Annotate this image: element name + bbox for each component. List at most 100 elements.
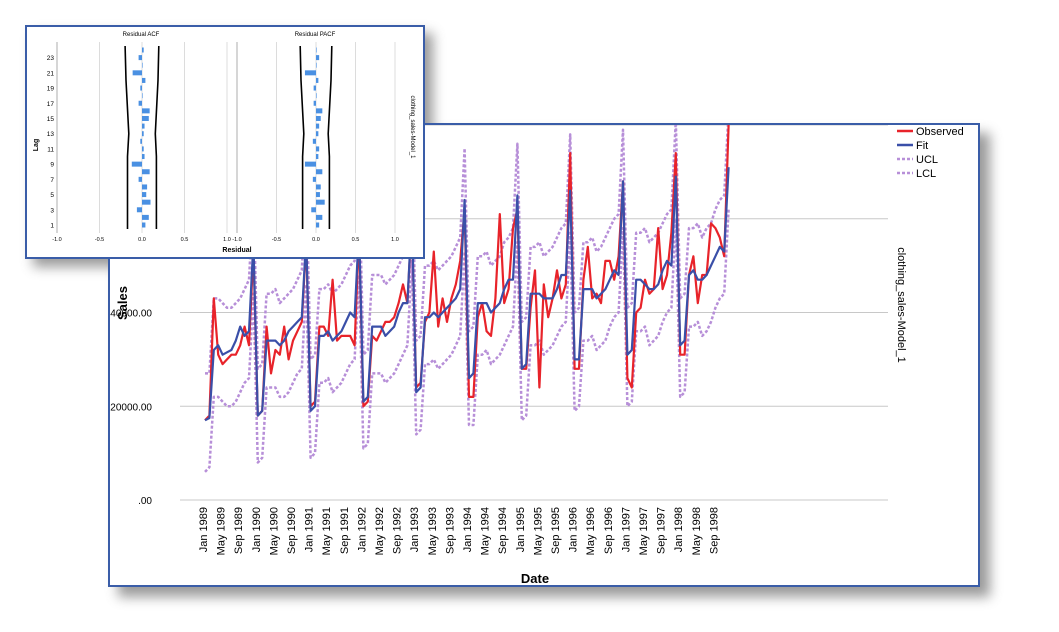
pacf-x-tick-label: -0.5 — [272, 237, 281, 243]
pacf-bar — [312, 176, 316, 182]
lag-tick-label: 3 — [50, 207, 54, 214]
x-tick-label: May 1993 — [427, 507, 439, 555]
x-tick-label: Sep 1989 — [233, 507, 245, 554]
x-tick-label: Jan 1993 — [409, 507, 421, 552]
x-tick-label: May 1998 — [691, 507, 703, 555]
acf-bar — [142, 123, 145, 129]
pacf-bar — [316, 169, 323, 175]
x-tick-label: Sep 1998 — [708, 507, 720, 554]
x-tick-label: May 1990 — [268, 507, 280, 555]
pacf-bar — [312, 138, 316, 144]
pacf-bar — [316, 55, 320, 61]
lag-tick-label: 11 — [47, 146, 54, 153]
acf-bar — [142, 108, 150, 114]
y-axis-title: Sales — [115, 286, 130, 320]
pacf-bar — [316, 222, 320, 228]
acf-bar — [140, 85, 142, 91]
x-tick-label: Jan 1997 — [620, 507, 632, 552]
pacf-bar — [311, 207, 316, 213]
legend: Observed Fit UCL LCL — [897, 126, 964, 180]
lag-tick-label: 19 — [47, 86, 55, 93]
x-tick-label: Sep 1990 — [286, 507, 298, 554]
acf-bar — [142, 154, 145, 160]
x-tick-label: May 1996 — [585, 507, 597, 555]
x-tick-label: Jan 1990 — [251, 507, 263, 552]
pacf-bar — [316, 184, 321, 190]
acf-x-tick-label: -1.0 — [52, 237, 61, 243]
pacf-bar — [313, 85, 316, 91]
x-tick-label: Sep 1995 — [550, 507, 562, 554]
x-tick-label: May 1997 — [638, 507, 650, 555]
x-tick-label: Sep 1992 — [392, 507, 404, 554]
lag-tick-label: 23 — [47, 55, 55, 62]
x-tick-label: May 1989 — [216, 507, 228, 555]
pacf-bar — [316, 146, 320, 152]
pacf-x-tick-label: -1.0 — [232, 237, 241, 243]
x-axis-title: Date — [521, 571, 549, 585]
acf-bar — [142, 184, 148, 190]
model-label: clothing_sales-Model_1 — [895, 247, 907, 363]
acf-bar — [142, 131, 144, 137]
acf-bar — [138, 176, 142, 182]
legend-label-fit: Fit — [916, 140, 928, 152]
lag-tick-label: 17 — [47, 101, 55, 108]
pacf-bar — [316, 47, 317, 53]
pacf-bar — [316, 154, 319, 160]
pacf-bar — [304, 161, 316, 167]
x-tick-label: Jan 1996 — [568, 507, 580, 552]
pacf-bar — [304, 70, 316, 76]
pacf-bar — [316, 77, 319, 83]
residual-chart-canvas: Residual ACF Residual PACF Lag Residual … — [33, 32, 415, 254]
acf-bar — [142, 169, 150, 175]
x-tick-label: Jan 1995 — [515, 507, 527, 552]
x-tick-label: Jan 1992 — [356, 507, 368, 552]
x-tick-label: Jan 1998 — [673, 507, 685, 552]
acf-bar — [142, 77, 146, 83]
pacf-x-tick-label: 0.5 — [352, 237, 360, 243]
acf-bar — [138, 55, 142, 61]
acf-bar — [136, 207, 142, 213]
lag-tick-label: 1 — [50, 223, 54, 230]
acf-bar — [132, 70, 142, 76]
x-tick-label: Sep 1991 — [339, 507, 351, 554]
acf-bar — [142, 146, 144, 152]
acf-bar — [138, 100, 142, 106]
x-tick-label: Jan 1991 — [304, 507, 316, 552]
residual-axis-title: Residual — [222, 247, 251, 254]
y-tick-label: 40000.00 — [110, 309, 152, 320]
pacf-bar — [316, 192, 320, 198]
pacf-bar — [316, 199, 325, 205]
acf-bar — [142, 222, 146, 228]
y-tick-label: .00 — [138, 496, 152, 507]
acf-confidence-limit — [124, 45, 130, 229]
pacf-bar — [316, 62, 317, 68]
lag-tick-label: 7 — [50, 177, 54, 184]
acf-bar — [142, 47, 144, 53]
acf-x-tick-label: -0.5 — [95, 237, 104, 243]
pacf-title: Residual PACF — [295, 32, 336, 38]
residual-acf-pacf-chart: Residual ACF Residual PACF Lag Residual … — [25, 25, 425, 259]
acf-bar — [142, 192, 147, 198]
x-tick-label: May 1995 — [532, 507, 544, 555]
legend-label-ucl: UCL — [916, 154, 938, 166]
lag-axis-title: Lag — [33, 139, 40, 151]
acf-model-label: clothing_sales-Model_1 — [409, 95, 415, 159]
lag-tick-label: 21 — [47, 70, 55, 77]
acf-bar — [142, 115, 149, 121]
x-tick-label: Sep 1997 — [656, 507, 668, 554]
x-tick-label: Jan 1989 — [198, 507, 210, 552]
pacf-bar — [316, 131, 319, 137]
pacf-bar — [313, 100, 316, 106]
x-tick-label: Sep 1996 — [603, 507, 615, 554]
pacf-x-tick-label: 1.0 — [391, 237, 399, 243]
series-line-fit — [204, 167, 730, 422]
x-tick-label: May 1991 — [321, 507, 333, 555]
y-tick-label: 20000.00 — [110, 402, 152, 413]
lag-tick-label: 13 — [47, 131, 55, 138]
pacf-bar — [316, 108, 323, 114]
pacf-confidence-limit — [299, 45, 305, 229]
acf-confidence-limit — [154, 45, 160, 229]
x-tick-label: Sep 1994 — [497, 507, 509, 554]
lag-tick-label: 5 — [50, 192, 54, 199]
pacf-x-tick-label: 0.0 — [312, 237, 320, 243]
